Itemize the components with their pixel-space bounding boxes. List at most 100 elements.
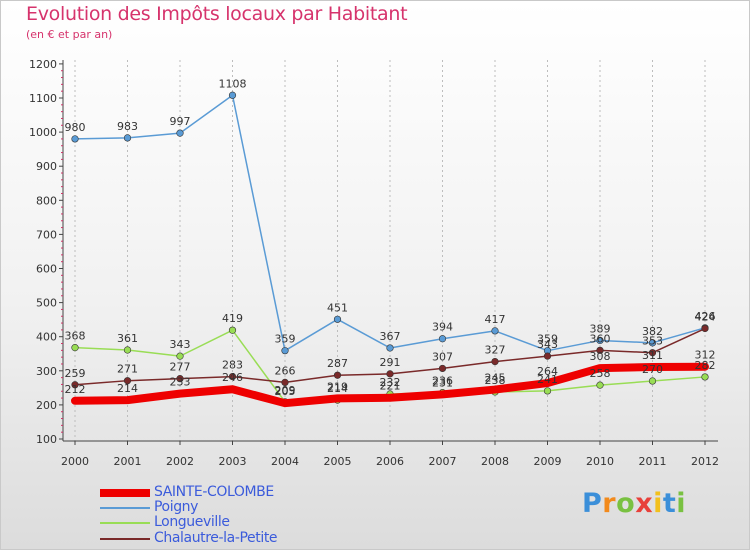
x-tick-label: 2009 (534, 455, 562, 468)
data-label: 264 (537, 365, 558, 378)
data-label: 238 (485, 374, 506, 387)
data-label: 214 (117, 382, 138, 395)
chart-subtitle: (en € et par an) (26, 28, 113, 41)
data-label: 394 (432, 321, 453, 334)
y-tick-label: 1100 (29, 92, 57, 105)
logo-letter: P (582, 488, 603, 519)
x-tick-label: 2005 (324, 455, 352, 468)
data-point (123, 346, 132, 354)
data-label: 270 (642, 363, 663, 376)
data-label: 997 (170, 115, 191, 128)
data-label: 245 (485, 372, 506, 385)
data-label: 231 (432, 376, 453, 389)
series-line-0 (71, 362, 709, 408)
logo-letter: i (676, 488, 687, 519)
data-point (648, 377, 657, 385)
x-tick-label: 2008 (481, 455, 509, 468)
data-label: 282 (695, 359, 716, 372)
x-tick-label: 2006 (376, 455, 404, 468)
y-tick-label: 1200 (29, 58, 57, 71)
data-label: 258 (590, 367, 611, 380)
data-label: 205 (275, 385, 296, 398)
data-point (333, 315, 342, 323)
y-tick-label: 1000 (29, 126, 57, 139)
data-label: 361 (117, 332, 138, 345)
data-point (701, 324, 709, 333)
data-point (491, 327, 499, 335)
data-point (596, 381, 604, 389)
x-tick-label: 2000 (61, 455, 89, 468)
data-point (228, 326, 237, 334)
logo-letter: t (662, 488, 677, 519)
data-point (648, 349, 657, 357)
legend-item-sainte-colombe: SAINTE-COLOMBE (100, 484, 400, 501)
data-point (176, 352, 184, 360)
legend-label-longueville: Longueville (154, 514, 230, 530)
legend-swatch-poigny (100, 507, 150, 509)
data-label: 983 (117, 120, 138, 133)
data-label: 277 (170, 361, 191, 374)
x-tick-label: 2003 (219, 455, 247, 468)
y-tick-label: 800 (36, 194, 57, 207)
data-label: 424 (695, 311, 716, 324)
logo-letter: o (616, 488, 636, 519)
data-point (71, 381, 79, 389)
data-label: 382 (642, 325, 663, 338)
legend-swatch-sainte-colombe (100, 489, 150, 497)
x-tick-label: 2011 (639, 455, 667, 468)
x-tick-label: 2010 (586, 455, 614, 468)
data-point (596, 336, 604, 345)
data-point (123, 377, 132, 385)
legend-item-chalautre: Chalautre-la-Petite (100, 530, 400, 547)
data-label: 451 (327, 301, 348, 314)
data-label: 233 (170, 376, 191, 389)
x-tick-label: 2012 (691, 455, 719, 468)
data-label: 287 (327, 357, 348, 370)
data-point (123, 134, 132, 142)
data-label: 359 (537, 333, 558, 346)
data-label: 1108 (219, 77, 247, 90)
data-point (596, 346, 604, 354)
data-label: 308 (590, 350, 611, 363)
y-tick-label: 100 (36, 433, 57, 446)
data-label: 246 (222, 371, 243, 384)
data-point (438, 364, 447, 373)
data-label: 419 (222, 312, 243, 325)
data-label: 221 (380, 380, 401, 393)
data-label: 389 (590, 322, 611, 335)
data-point (71, 344, 79, 352)
data-label: 368 (65, 330, 86, 343)
x-tick-label: 2002 (166, 455, 194, 468)
data-label: 343 (170, 338, 191, 351)
data-point (648, 339, 657, 347)
data-label: 327 (485, 344, 506, 357)
logo-letter: r (602, 488, 617, 519)
chart-title: Evolution des Impôts locaux par Habitant (26, 3, 408, 25)
data-point (176, 129, 184, 137)
data-point (333, 371, 342, 379)
data-point (386, 370, 394, 378)
proxiti-logo: Proxiti (582, 488, 686, 519)
data-point (281, 378, 289, 386)
data-label: 236 (432, 375, 453, 388)
data-label: 417 (485, 313, 506, 326)
data-label: 312 (695, 349, 716, 362)
y-tick-label: 400 (36, 331, 57, 344)
data-label: 311 (642, 349, 663, 362)
legend-item-longueville: Longueville (100, 514, 400, 531)
data-point (491, 357, 499, 366)
data-label: 426 (695, 310, 716, 323)
data-point (543, 352, 552, 360)
data-point (543, 387, 552, 395)
y-tick-label: 900 (36, 160, 57, 173)
y-tick-label: 600 (36, 263, 57, 276)
data-label: 367 (380, 330, 401, 343)
data-label: 214 (327, 382, 348, 395)
data-label: 360 (590, 332, 611, 345)
data-point (281, 347, 289, 355)
y-tick-label: 300 (36, 365, 57, 378)
data-label: 359 (275, 333, 296, 346)
data-label: 232 (380, 376, 401, 389)
